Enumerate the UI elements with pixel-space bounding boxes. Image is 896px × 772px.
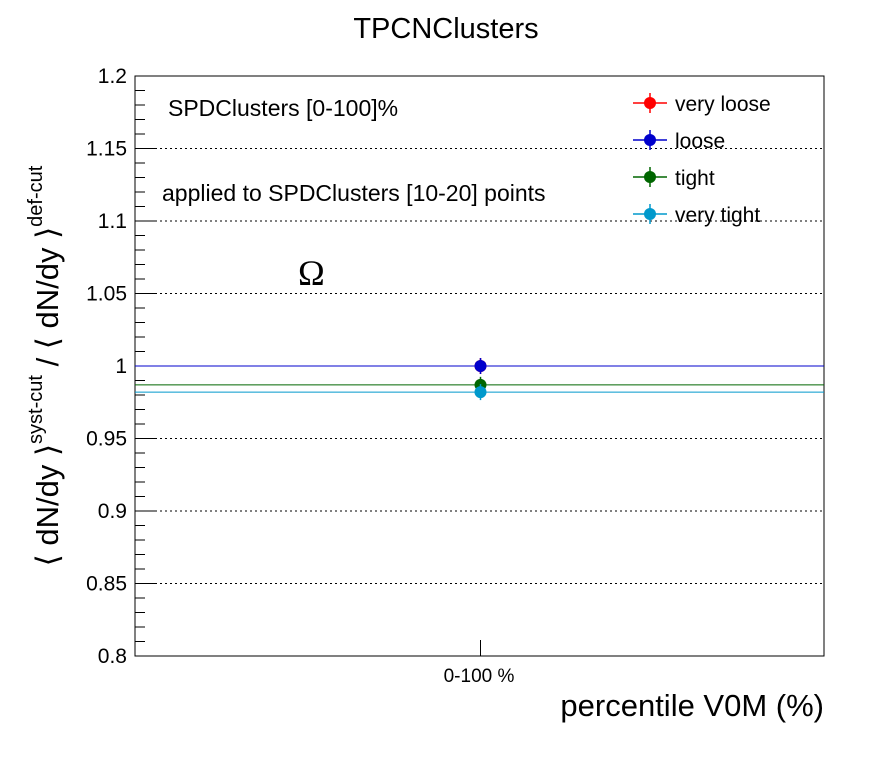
annotation-line1: SPDClusters [0-100]% [168,95,398,121]
data-point [474,386,487,399]
legend-marker [644,208,656,220]
legend-marker [644,134,656,146]
legend-label: very loose [675,93,771,116]
y-axis-title-main: ⟨ dN/dy ⟩ [30,444,65,566]
chart-title: TPCNClusters [353,13,538,45]
x-axis-title: percentile V0M (%) [560,688,824,723]
y-axis-title-sup1: syst-cut [25,375,47,444]
y-tick-label: 0.9 [98,500,127,523]
annotation-particle: Ω [298,253,325,293]
legend: very loose loose tight very tight [633,93,771,227]
y-axis-ticks [135,75,481,657]
data-points [474,358,487,401]
y-tick-label: 1.1 [98,210,127,233]
legend-marker [644,97,656,109]
x-category-label: 0-100 % [444,666,515,687]
legend-label: very tight [675,204,760,227]
annotation-line2: applied to SPDClusters [10-20] points [162,180,546,206]
y-axis-title-sup2: def-cut [25,165,47,227]
y-tick-label: 1 [115,355,127,378]
y-tick-label: 0.8 [98,645,127,668]
y-tick-label: 1.15 [86,138,127,161]
y-tick-label: 0.95 [86,428,127,451]
svg-text:⟨ dN/dy ⟩syst-cut / ⟨ dN/dy ⟩d: ⟨ dN/dy ⟩syst-cut / ⟨ dN/dy ⟩def-cut [25,165,65,566]
y-tick-label: 1.05 [86,283,127,306]
legend-label: tight [675,167,715,190]
y-tick-label: 1.2 [98,65,127,88]
legend-marker [644,171,656,183]
y-tick-label: 0.85 [86,573,127,596]
y-axis-title-mid: / ⟨ dN/dy ⟩ [30,227,65,375]
data-point [474,360,487,372]
legend-label: loose [675,130,725,153]
y-axis-tick-labels: 0.8 0.85 0.9 0.95 1 1.05 1.1 1.15 1.2 [86,65,127,668]
y-axis-title: ⟨ dN/dy ⟩syst-cut / ⟨ dN/dy ⟩def-cut [25,165,65,566]
